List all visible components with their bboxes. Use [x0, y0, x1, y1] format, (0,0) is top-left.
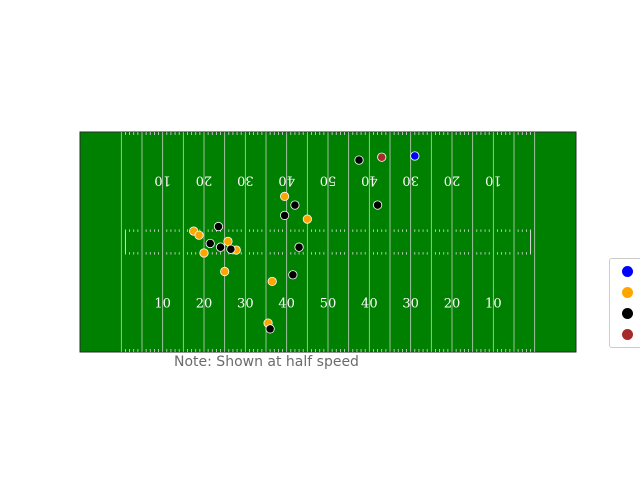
yard-number-bottom: 20 [444, 296, 461, 311]
player-marker [223, 236, 233, 246]
yard-number-bottom: 50 [320, 296, 337, 311]
yard-number-top: 40 [361, 173, 378, 188]
player-marker [279, 191, 290, 201]
yard-number-top: 10 [485, 173, 502, 188]
yard-number-bottom: 10 [485, 296, 502, 311]
player-marker [267, 276, 277, 287]
yard-number-top: 30 [237, 173, 254, 188]
player-marker [294, 242, 304, 252]
player-marker [302, 214, 312, 224]
yard-number-top: 20 [196, 173, 213, 188]
player-marker [288, 270, 298, 280]
legend-swatch-blue [622, 266, 633, 277]
player-marker [194, 230, 204, 240]
yard-number-top: 40 [278, 173, 295, 188]
yard-number-top: 30 [402, 173, 419, 188]
yard-number-bottom: 30 [237, 296, 254, 311]
player-markers [189, 151, 420, 334]
player-marker [279, 210, 290, 220]
player-marker [372, 200, 383, 210]
yard-number-bottom: 10 [154, 296, 171, 311]
player-marker [410, 151, 420, 161]
yard-number-bottom: 20 [196, 296, 213, 311]
player-marker [220, 266, 230, 277]
yard-number-top: 50 [320, 173, 337, 188]
field-lines [120, 132, 536, 352]
yard-number-bottom: 40 [361, 296, 378, 311]
legend-swatch-orange [622, 287, 633, 298]
legend-swatch-brown [622, 329, 633, 340]
yard-number-top: 10 [154, 173, 171, 188]
player-marker [205, 238, 215, 249]
legend [609, 258, 640, 348]
yard-number-bottom: 40 [278, 296, 295, 311]
player-marker [215, 242, 226, 252]
yard-number-top: 20 [444, 173, 461, 188]
yard-labels: 10 10 20 20 30 30 40 40 50 50 40 40 30 30 20 20 10 10 [154, 173, 501, 312]
player-marker [226, 244, 236, 254]
player-marker [199, 248, 209, 258]
player-marker [354, 155, 364, 165]
legend-swatch-black [622, 308, 633, 319]
player-marker [377, 152, 387, 162]
player-marker [265, 324, 275, 334]
player-marker [213, 221, 224, 232]
yard-number-bottom: 30 [402, 296, 419, 311]
player-marker [290, 200, 300, 210]
speed-note: Note: Shown at half speed [174, 354, 359, 370]
